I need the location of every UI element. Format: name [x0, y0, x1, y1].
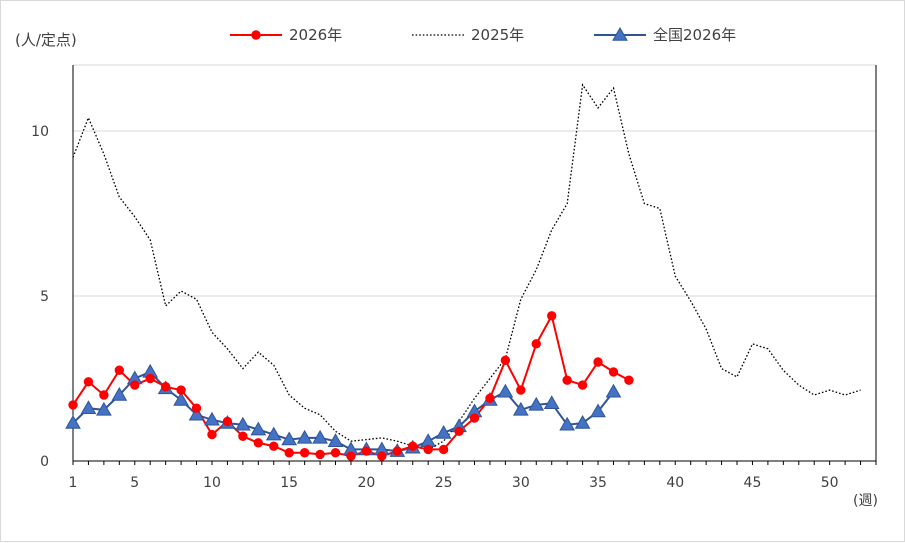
series-national-2026-point — [80, 400, 97, 414]
series-2026-point — [547, 311, 557, 321]
series-2026-point — [608, 367, 619, 377]
series-national-2026-point — [574, 415, 591, 429]
x-tick-label: 10 — [203, 475, 221, 491]
series-national-2026-point — [173, 391, 189, 406]
series-national-2026-point — [204, 411, 220, 426]
series-2026-line — [72, 313, 630, 458]
series-2026-point — [176, 385, 186, 395]
legend-label-2025: 2025年 — [471, 26, 524, 44]
series-2026-point — [284, 448, 294, 458]
series-2026-point — [361, 446, 372, 456]
series-national-2026-point — [250, 421, 267, 436]
series-national-2026-point — [528, 396, 545, 411]
series-national-2026-point — [65, 415, 81, 429]
series-national-2026-point — [605, 383, 622, 398]
series-national-2026-point — [435, 424, 452, 439]
y-axis-label: (人/定点) — [15, 31, 77, 49]
series-2026-point — [114, 365, 125, 375]
series-national-2026-point — [296, 429, 313, 444]
x-tick-label: 5 — [130, 475, 139, 491]
y-tick-label: 10 — [31, 124, 49, 140]
series-national-2026-point — [111, 386, 128, 401]
series-national-2026-point — [559, 416, 576, 431]
series-national-2026-point — [497, 383, 514, 398]
series-2026-point — [145, 373, 155, 384]
series-2026-point — [577, 380, 588, 390]
legend-marker-2026 — [251, 30, 261, 40]
series-2026-point — [516, 385, 526, 395]
series-2026-point — [392, 446, 402, 456]
x-tick-label: 35 — [589, 475, 607, 491]
series-national-2026-point — [312, 429, 328, 444]
series-2026-point — [160, 382, 171, 392]
series-2026-point — [346, 451, 356, 461]
legend-label-national-2026: 全国2026年 — [653, 26, 736, 44]
x-tick-label: 25 — [435, 475, 453, 491]
series-national-2026-line — [72, 370, 615, 453]
x-tick-label: 1 — [69, 475, 78, 491]
series-2026-point — [269, 441, 279, 451]
series-2026-point — [438, 444, 449, 455]
series-national-2026-point — [96, 401, 112, 416]
series-national-2026-point — [590, 403, 606, 418]
y-tick-label: 5 — [40, 289, 49, 305]
series-2026-point — [207, 429, 217, 440]
series-national-2026-point — [265, 426, 282, 441]
series-2026-point — [99, 390, 109, 400]
series-national-2026-point — [420, 433, 437, 447]
x-tick-label: 45 — [744, 475, 762, 491]
series-2026-point — [330, 448, 341, 458]
y-tick-label: 0 — [40, 454, 49, 470]
series-2026-point — [83, 377, 94, 387]
series-lines — [72, 82, 861, 458]
x-tick-label: 40 — [666, 475, 684, 491]
series-2026-point — [315, 449, 325, 460]
series-national-2026-point — [188, 406, 205, 421]
series-2026-point — [469, 413, 480, 423]
x-tick-label: 30 — [512, 475, 530, 491]
series-2026-point — [500, 355, 511, 366]
legend: 2026年 2025年 全国2026年 — [230, 26, 736, 44]
series-2026-point — [130, 380, 140, 390]
gridlines — [73, 64, 876, 297]
x-tick-label: 15 — [280, 475, 298, 491]
series-2025-line — [72, 82, 861, 451]
series-national-2026-point — [281, 431, 298, 446]
x-tick-label: 50 — [821, 475, 839, 491]
series-national-2026-point — [327, 433, 344, 447]
series-2026-point — [299, 448, 310, 458]
series-2026-point — [377, 451, 387, 461]
series-2026-point — [222, 416, 233, 427]
series-2026-point — [68, 400, 78, 410]
series-markers — [65, 311, 634, 461]
series-2026-point — [593, 357, 603, 367]
series-2026-point — [408, 441, 418, 451]
series-national-2026-point — [543, 395, 560, 409]
series-national-2026-point — [512, 401, 529, 416]
x-tick-label: 20 — [357, 475, 375, 491]
legend-label-2026: 2026年 — [289, 26, 342, 44]
series-2026-point — [238, 431, 248, 441]
series-2026-point — [562, 375, 572, 385]
series-2026-point — [423, 444, 433, 455]
legend-marker-national-2026 — [612, 26, 628, 41]
series-2026-point — [253, 438, 264, 448]
series-2026-point — [624, 375, 634, 385]
x-axis-label: (週) — [853, 493, 878, 509]
series-2026-point — [531, 339, 541, 349]
series-2026-point — [454, 426, 464, 436]
series-2026-point — [485, 393, 495, 403]
series-2026-point — [191, 403, 202, 413]
series-national-2026-point — [235, 416, 251, 431]
